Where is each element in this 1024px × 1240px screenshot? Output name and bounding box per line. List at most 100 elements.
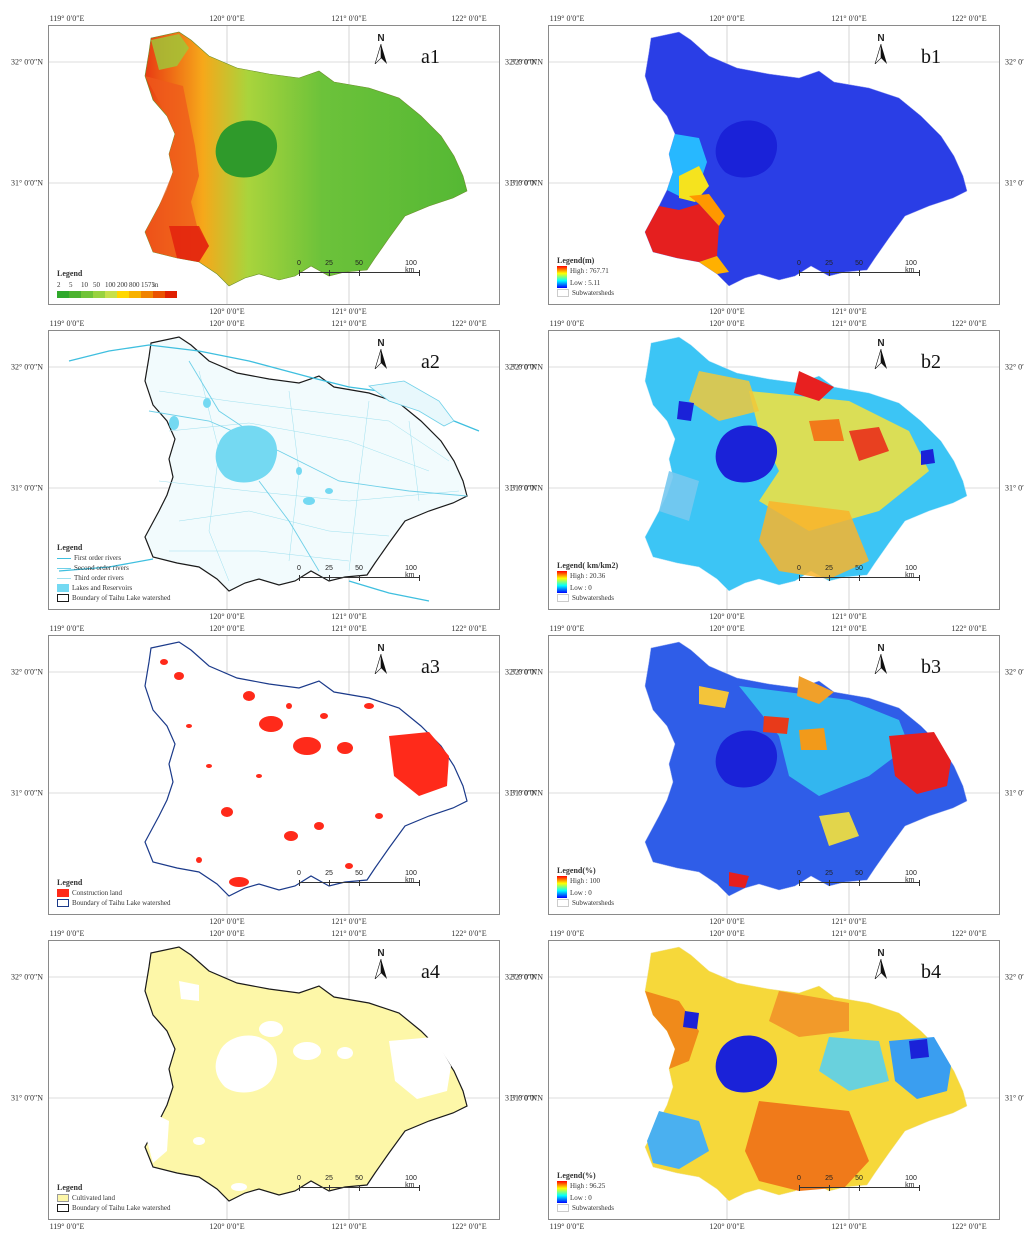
density-lake-east [921, 449, 935, 465]
graticule-right-32: 32° 0′0″N [1004, 972, 1024, 982]
legend-text: Subwatersheds [572, 289, 614, 297]
graticule-right-32: 32° 0′0″N [504, 57, 537, 67]
legend-ramp-values: High : 96.25 Low : 0 [570, 1181, 605, 1203]
scale-mark [299, 1185, 300, 1191]
graticule-top-119: 119° 0′0″E [49, 624, 85, 633]
graticule-bottom-120: 120° 0′0″E [709, 1222, 745, 1231]
legend-swatch [557, 1204, 569, 1212]
graticule-bottom-120: 120° 0′0″E [209, 612, 245, 621]
graticule-top-120: 120° 0′0″E [209, 929, 245, 938]
scale-mark [329, 575, 330, 581]
dem-ramp-swatch [141, 291, 153, 298]
legend-color-ramp [557, 1181, 567, 1203]
dem-highlands-west [145, 76, 209, 262]
graticule-right-32: 32° 0′0″N [504, 362, 537, 372]
dem-ramp-swatch [153, 291, 165, 298]
dem-ramp-swatch [105, 291, 117, 298]
scale-mark [359, 575, 360, 581]
graticule-top-120: 120° 0′0″E [709, 319, 745, 328]
graticule-bottom-121: 121° 0′0″E [831, 1222, 867, 1231]
legend-swatch [557, 594, 569, 602]
taihu-lake [715, 425, 778, 483]
legend-swatch [57, 577, 71, 579]
scale-mark [829, 880, 830, 886]
dem-val-7: 800 [129, 281, 140, 289]
scale-mark [299, 270, 300, 276]
legend-title: Legend(%) [557, 1171, 596, 1180]
legend-text: Construction land [72, 889, 122, 897]
legend-title: Legend [57, 1183, 83, 1192]
scale-bar: 0 25 50 100 km [297, 870, 420, 900]
legend-title: Legend [57, 269, 83, 278]
construction-land-map [49, 636, 499, 914]
ratio-low-east [889, 1037, 951, 1099]
north-arrow-icon [874, 348, 887, 370]
legend-a3: Legend Construction land Boundary of Tai… [57, 878, 171, 908]
dem-val-5: 100 [105, 281, 116, 289]
legend-subwatersheds: Subwatersheds [557, 898, 614, 908]
graticule-top-120: 120° 0′0″E [709, 624, 745, 633]
legend-ramp-row: High : 96.25 Low : 0 [557, 1181, 614, 1203]
panel-label: a3 [421, 656, 440, 678]
scale-tick-50: 50 [355, 870, 363, 877]
graticule-left-32: 32° 0′0″N [511, 57, 544, 67]
graticule-left-32: 32° 0′0″N [511, 362, 544, 372]
graticule-top-122: 122° 0′0″E [451, 14, 487, 23]
scale-bar: 0 25 50 100 km [297, 260, 420, 290]
graticule-bottom-120: 120° 0′0″E [209, 1222, 245, 1231]
legend-swatch [557, 899, 569, 907]
scale-mark [419, 270, 420, 276]
legend-high: High : 20.36 [570, 572, 606, 580]
scale-tick-100: 100 km [405, 870, 417, 884]
dem-ramp-swatch [165, 291, 177, 298]
ratio-lake-east [909, 1039, 929, 1059]
elev-orange-south [699, 256, 729, 274]
legend-color-ramp [557, 876, 567, 898]
scale-mark [919, 270, 920, 276]
cultivated-ratio-map [549, 941, 999, 1219]
scale-mark [829, 575, 830, 581]
graticule-left-32: 32° 0′0″N [11, 362, 44, 372]
graticule-right-31: 31° 0′0″N [1004, 483, 1024, 493]
scale-tick-25: 25 [825, 1175, 833, 1182]
graticule-top-120: 120° 0′0″E [209, 624, 245, 633]
scale-bar: 0 25 50 100 km [297, 565, 420, 595]
scale-mark [799, 1185, 800, 1191]
legend-ramp-values: High : 100 Low : 0 [570, 876, 600, 898]
scale-tick-25: 25 [325, 565, 333, 572]
graticule-bottom-121: 121° 0′0″E [331, 307, 367, 316]
density-orange-south [759, 501, 869, 579]
scale-tick-25: 25 [325, 870, 333, 877]
legend-title: Legend( km/km2) [557, 561, 619, 570]
graticule-top-121: 121° 0′0″E [331, 624, 367, 633]
scale-mark [359, 880, 360, 886]
dem-ramp-swatch [117, 291, 129, 298]
graticule-right-32: 32° 0′0″N [1004, 57, 1024, 67]
ratio-orange-northwest [645, 991, 699, 1069]
legend-color-ramp [557, 266, 567, 288]
taihu-lake [715, 730, 778, 788]
legend-boundary: Boundary of Taihu Lake watershed [57, 593, 171, 603]
scale-tick-25: 25 [325, 260, 333, 267]
graticule-top-120: 120° 0′0″E [709, 929, 745, 938]
scale-tick-50: 50 [855, 870, 863, 877]
panel-label: b4 [921, 961, 941, 983]
legend-lakes: Lakes and Reservoirs [57, 583, 171, 593]
graticule-top-119: 119° 0′0″E [49, 319, 85, 328]
ratio-high-east [889, 732, 951, 794]
graticule-top-121: 121° 0′0″E [831, 929, 867, 938]
graticule-bottom-121: 121° 0′0″E [331, 612, 367, 621]
north-arrow: N [371, 644, 391, 680]
legend-construction: Construction land [57, 888, 171, 898]
dem-ramp-swatch [81, 291, 93, 298]
graticule-right-31: 31° 0′0″N [1004, 178, 1024, 188]
legend-swatch [57, 584, 69, 592]
legend-first-order: First order rivers [57, 553, 171, 563]
legend-swatch [57, 899, 69, 907]
taihu-lake-dem [215, 120, 278, 178]
panel-label: b2 [921, 351, 941, 373]
graticule-left-31: 31° 0′0″N [511, 1093, 544, 1103]
ratio-orange-north [769, 991, 849, 1037]
legend-ramp-row: High : 100 Low : 0 [557, 876, 614, 898]
graticule-left-31: 31° 0′0″N [11, 483, 44, 493]
